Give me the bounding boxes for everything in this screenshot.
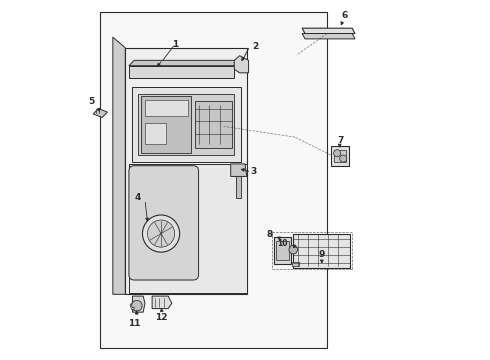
Text: 1: 1: [172, 40, 178, 49]
Text: 11: 11: [128, 319, 141, 328]
Polygon shape: [132, 87, 242, 162]
Text: 3: 3: [251, 167, 257, 176]
Circle shape: [147, 220, 174, 247]
Polygon shape: [125, 48, 247, 294]
Circle shape: [131, 300, 142, 311]
Polygon shape: [129, 60, 240, 66]
Circle shape: [334, 150, 341, 157]
Polygon shape: [145, 100, 188, 116]
Polygon shape: [152, 296, 172, 309]
Polygon shape: [334, 150, 346, 162]
Polygon shape: [302, 28, 355, 33]
Text: 7: 7: [338, 136, 344, 145]
Polygon shape: [113, 37, 125, 294]
Polygon shape: [129, 164, 247, 293]
Polygon shape: [331, 146, 348, 166]
Polygon shape: [236, 176, 242, 198]
Text: 10: 10: [277, 239, 288, 248]
Text: 2: 2: [252, 41, 259, 50]
Text: 8: 8: [267, 230, 273, 239]
Polygon shape: [129, 66, 234, 78]
Polygon shape: [130, 303, 134, 309]
Polygon shape: [145, 123, 167, 144]
Circle shape: [143, 215, 180, 252]
Text: 4: 4: [135, 193, 142, 202]
Polygon shape: [292, 262, 298, 266]
Polygon shape: [276, 241, 289, 260]
Polygon shape: [234, 56, 248, 73]
Text: 9: 9: [318, 250, 325, 259]
Polygon shape: [138, 94, 234, 155]
Polygon shape: [93, 109, 107, 117]
FancyBboxPatch shape: [129, 166, 198, 280]
Polygon shape: [273, 237, 292, 264]
Polygon shape: [142, 96, 192, 153]
Text: 5: 5: [88, 97, 95, 106]
Polygon shape: [231, 164, 247, 176]
Text: 12: 12: [155, 313, 167, 322]
Polygon shape: [293, 234, 350, 267]
Circle shape: [340, 155, 347, 162]
Circle shape: [289, 246, 297, 254]
Polygon shape: [100, 12, 327, 348]
Text: 6: 6: [342, 11, 348, 20]
Polygon shape: [134, 169, 195, 276]
Polygon shape: [195, 102, 232, 148]
Polygon shape: [302, 33, 355, 39]
Polygon shape: [132, 296, 145, 312]
